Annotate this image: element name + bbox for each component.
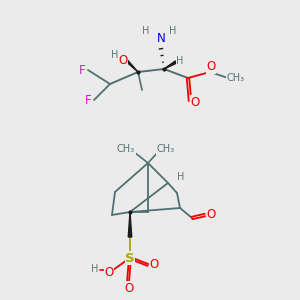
Text: H: H (111, 50, 119, 60)
Text: O: O (118, 55, 127, 68)
Text: F: F (79, 64, 85, 76)
Text: N: N (157, 32, 165, 44)
Text: O: O (124, 281, 134, 295)
Text: CH₃: CH₃ (227, 73, 245, 83)
Text: H: H (177, 172, 185, 182)
Polygon shape (164, 61, 177, 69)
Text: H: H (176, 56, 184, 66)
Text: CH₃: CH₃ (117, 144, 135, 154)
Text: O: O (190, 95, 200, 109)
Text: H: H (91, 264, 99, 274)
Text: O: O (206, 208, 216, 221)
Polygon shape (128, 212, 132, 237)
Polygon shape (121, 55, 138, 72)
Text: O: O (149, 257, 159, 271)
Text: O: O (104, 266, 114, 280)
Text: H: H (142, 26, 150, 36)
Text: S: S (125, 251, 135, 265)
Text: CH₃: CH₃ (157, 144, 175, 154)
Text: H: H (169, 26, 177, 36)
Text: F: F (85, 94, 91, 106)
Text: O: O (206, 61, 216, 74)
